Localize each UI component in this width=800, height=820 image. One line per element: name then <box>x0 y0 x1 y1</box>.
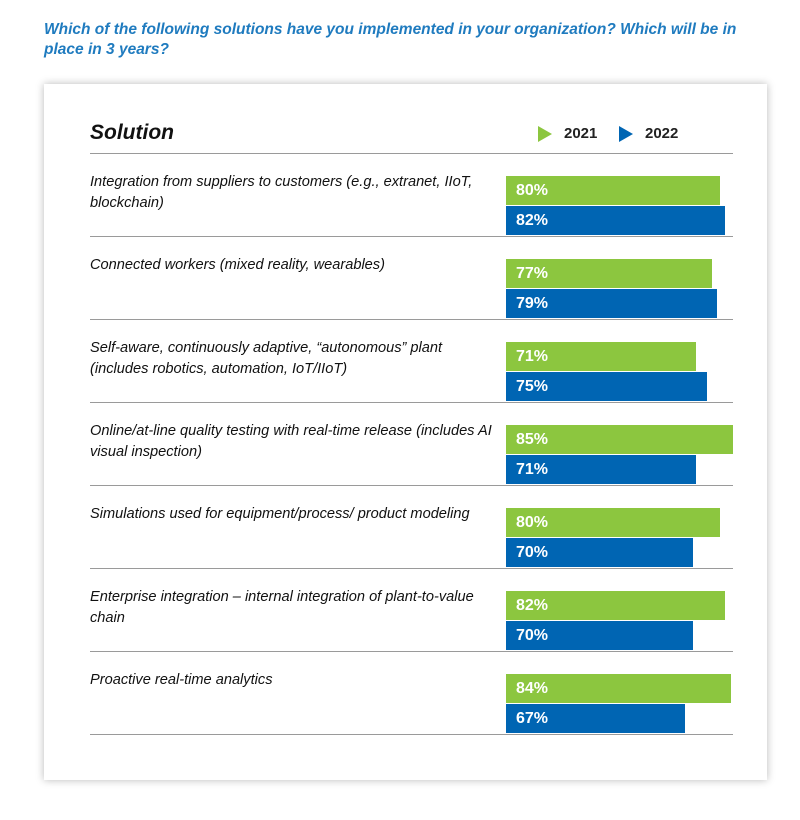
row-label: Proactive real-time analytics <box>90 672 273 688</box>
bar-2022: 71% <box>506 455 696 484</box>
bar-2022: 67% <box>506 704 686 733</box>
chart-card: Solution 2021 2022 Integration from supp… <box>44 84 767 780</box>
bar-2021: 82% <box>506 591 726 620</box>
bar-2022: 75% <box>506 372 707 401</box>
legend-2022-icon <box>619 125 633 142</box>
bar-2021: 71% <box>506 342 696 371</box>
legend-2021-icon <box>538 125 552 142</box>
legend-2022: 2022 <box>619 125 678 142</box>
row-divider <box>90 319 733 320</box>
question-text: Which of the following solutions have yo… <box>44 21 737 58</box>
row-divider <box>90 651 733 652</box>
row-divider <box>90 568 733 569</box>
row-label: Connected workers (mixed reality, wearab… <box>90 257 385 273</box>
row-divider <box>90 485 733 486</box>
bar-2021: 77% <box>506 259 712 288</box>
bar-2021: 80% <box>506 176 720 205</box>
bar-2022: 70% <box>506 621 694 650</box>
row-label: Integration from suppliers to customers … <box>90 174 473 211</box>
row-divider <box>90 734 733 735</box>
bar-2021: 84% <box>506 674 731 703</box>
bar-2021: 80% <box>506 508 720 537</box>
column-header: Solution <box>90 121 174 144</box>
header-rule <box>90 153 733 154</box>
row-divider <box>90 402 733 403</box>
row-divider <box>90 236 733 237</box>
bar-2022: 70% <box>506 538 694 567</box>
bar-2021: 85% <box>506 425 734 454</box>
legend-2021: 2021 <box>538 125 597 142</box>
bar-2022: 79% <box>506 289 718 318</box>
row-label: Self-aware, continuously adaptive, “auto… <box>90 340 443 377</box>
row-label: Simulations used for equipment/process/ … <box>90 506 470 522</box>
legend-2022-label: 2022 <box>645 125 679 142</box>
row-label: Online/at-line quality testing with real… <box>90 423 492 460</box>
bar-2022: 82% <box>506 206 726 235</box>
row-label: Enterprise integration – internal integr… <box>90 589 474 626</box>
legend-2021-label: 2021 <box>564 125 598 142</box>
